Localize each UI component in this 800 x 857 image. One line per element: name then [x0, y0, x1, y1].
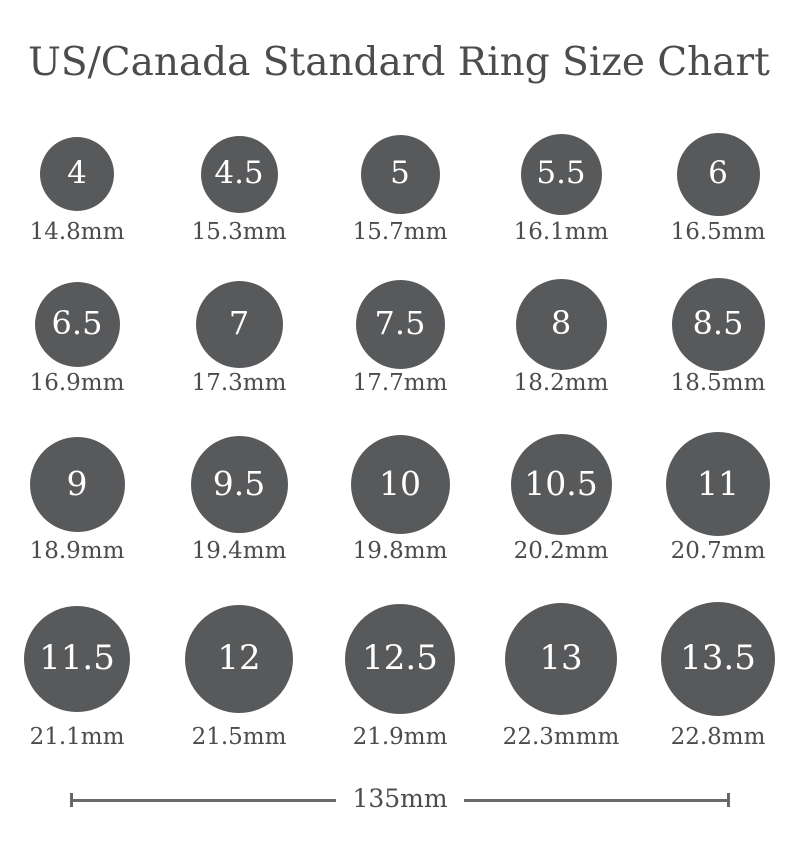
ruler-length-label: 135mm [352, 784, 448, 813]
ring-circle: 11 [666, 432, 770, 536]
ring-circle: 12 [185, 605, 293, 713]
ring-circle: 10 [350, 434, 450, 534]
ring-size-label: 10.5 [524, 463, 598, 503]
ring-circle: 9 [29, 436, 125, 532]
ring-circle: 10.5 [510, 433, 612, 535]
ring-circle: 7.5 [355, 279, 445, 369]
ring-circle: 13 [505, 603, 617, 715]
ring-diameter-label: 14.8mm [29, 219, 125, 245]
ring-size-label: 8.5 [692, 304, 744, 342]
ring-circle: 6.5 [34, 281, 120, 367]
ring-diameter-label: 18.2mm [513, 370, 609, 396]
ring-circle: 9.5 [190, 435, 288, 533]
ring-size-label: 5.5 [536, 154, 586, 191]
ring-circle: 11.5 [24, 606, 130, 712]
ring-circle: 6 [676, 132, 760, 216]
ruler-left-line [73, 798, 337, 802]
ring-diameter-label: 16.5mm [670, 219, 766, 245]
ring-diameter-label: 21.1mm [29, 724, 125, 750]
ring-size-label: 10 [379, 463, 421, 503]
ring-size-label: 13 [539, 638, 583, 678]
ring-diameter-label: 18.5mm [670, 370, 766, 396]
ring-size-label: 11 [697, 463, 739, 503]
ring-circle: 12.5 [345, 604, 455, 714]
ring-diameter-label: 15.7mm [352, 219, 448, 245]
ring-diameter-label: 20.2mm [513, 538, 609, 564]
ring-diameter-label: 21.9mm [352, 724, 448, 750]
ring-circle: 8.5 [671, 277, 765, 371]
ring-diameter-label: 21.5mm [191, 724, 287, 750]
ring-diameter-label: 18.9mm [29, 538, 125, 564]
ring-size-label: 7 [228, 304, 250, 342]
ring-size-label: 9.5 [212, 463, 266, 503]
ring-size-label: 9 [66, 463, 88, 503]
ring-circle: 5 [360, 134, 440, 214]
ruler-right-cap [727, 793, 731, 807]
ring-diameter-label: 19.8mm [352, 538, 448, 564]
ring-size-label: 4.5 [214, 154, 264, 191]
ruler-left-cap [70, 793, 73, 807]
ring-diameter-label: 17.7mm [352, 370, 448, 396]
scale-ruler: 135mm [70, 786, 731, 811]
ring-circle: 13.5 [661, 602, 775, 716]
ring-size-label: 5 [390, 154, 410, 191]
ring-diameter-label: 16.9mm [29, 370, 125, 396]
ring-diameter-label: 19.4mm [191, 538, 287, 564]
ruler-right-line [463, 798, 728, 802]
ring-circle: 8 [515, 278, 607, 370]
ring-size-label: 12.5 [362, 638, 438, 678]
ring-diameter-label: 22.8mm [670, 724, 766, 750]
ring-size-label: 11.5 [39, 638, 115, 678]
ring-size-label: 13.5 [680, 638, 756, 678]
ring-size-label: 7.5 [374, 304, 426, 342]
ring-size-label: 6 [708, 154, 728, 191]
ring-diameter-label: 20.7mm [670, 538, 766, 564]
page-title: US/Canada Standard Ring Size Chart [28, 40, 770, 85]
ring-size-label: 4 [67, 154, 87, 191]
ring-circle: 7 [195, 280, 283, 368]
ring-circle: 5.5 [520, 133, 602, 215]
ring-circle: 4 [40, 137, 114, 211]
ring-diameter-label: 22.3mmm [502, 724, 620, 750]
ring-diameter-label: 17.3mm [191, 370, 287, 396]
ring-diameter-label: 16.1mm [513, 219, 609, 245]
ring-diameter-label: 15.3mm [191, 219, 287, 245]
ring-size-label: 8 [550, 304, 572, 342]
ring-size-label: 6.5 [51, 304, 103, 342]
ring-circle: 4.5 [200, 135, 278, 213]
ring-size-label: 12 [217, 638, 261, 678]
